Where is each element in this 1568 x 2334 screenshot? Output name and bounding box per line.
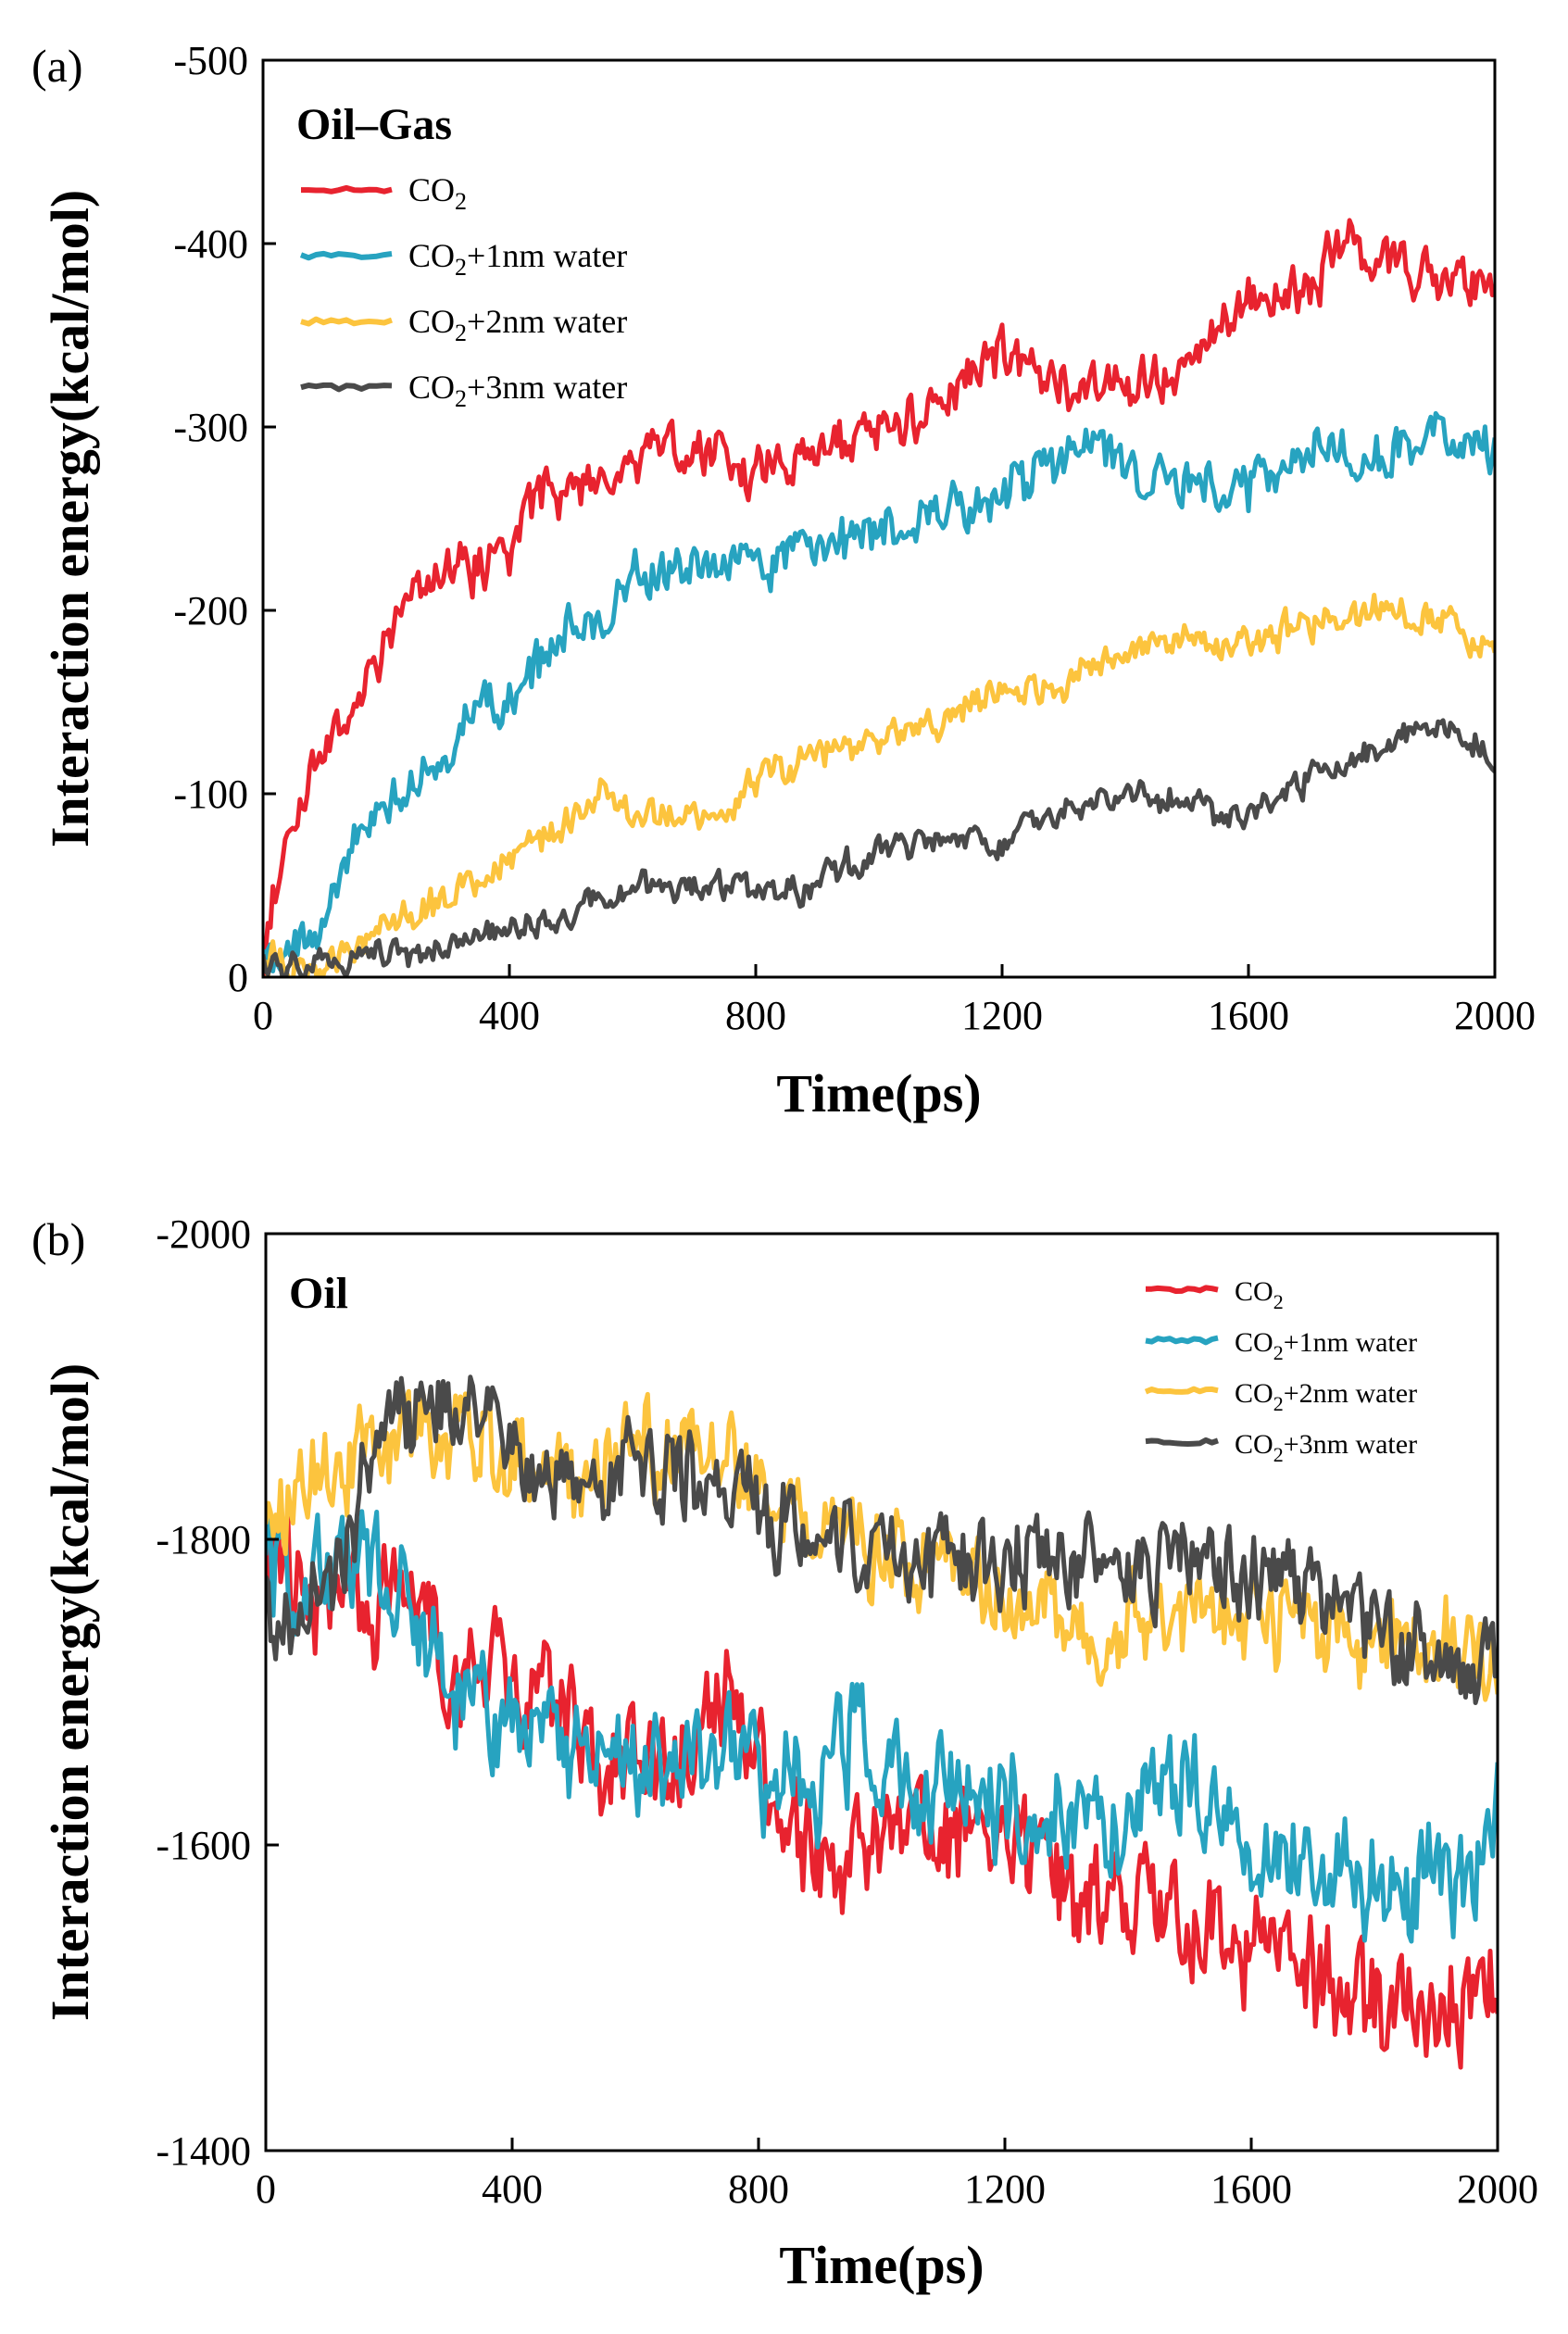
y-tick-label: 0 <box>228 955 248 1000</box>
y-tick-label: -300 <box>173 405 248 450</box>
y-tick-label: -2000 <box>156 1211 251 1257</box>
legend-label: CO2+3nm water <box>1235 1429 1417 1466</box>
legend-label: CO2+1nm water <box>1235 1327 1417 1364</box>
x-tick-label: 800 <box>725 993 786 1038</box>
plot-frame <box>261 58 1497 979</box>
chart-panel-b: 0 400 800 1200 1600 2000 -1400 -1600 -1800 -2000 T… <box>31 1211 1538 2295</box>
x-axis-title: Time(ps) <box>779 2235 984 2295</box>
series-line-co2-2nm <box>263 593 1495 977</box>
y-tick-label: -100 <box>173 772 248 817</box>
y-tick-label: -500 <box>173 38 248 83</box>
legend-line-co2-2nm <box>300 316 394 327</box>
legend-label: CO2 <box>1235 1276 1284 1313</box>
series-line-co2 <box>266 1513 1498 2070</box>
legend-label: CO2+2nm water <box>408 303 627 346</box>
x-tick-label: 1600 <box>1210 2166 1292 2212</box>
plot-title: Oil–Gas <box>296 100 452 149</box>
legend-line-co2-1nm <box>1145 1335 1219 1346</box>
x-tick-label: 0 <box>253 993 273 1038</box>
legend-label: CO2+2nm water <box>1235 1378 1417 1415</box>
y-axis-title: Interaction energy(kcal/mol) <box>40 1363 100 2021</box>
chart-panel-a: 0 400 800 1200 1600 2000 0 -100 -200 -300 -400 -500… <box>31 38 1536 1123</box>
y-tick-label: -1800 <box>156 1517 251 1562</box>
legend-label: CO2 <box>408 171 467 215</box>
panel-label: (b) <box>31 1213 85 1265</box>
y-tick-label: -200 <box>173 588 248 634</box>
plot-frame <box>264 1232 1499 2152</box>
x-tick-label: 400 <box>479 993 540 1038</box>
series-line-co2-1nm <box>266 1505 1498 1944</box>
x-tick-label: 1600 <box>1208 993 1289 1038</box>
x-tick-label: 400 <box>482 2166 543 2212</box>
legend-label: CO2+3nm water <box>408 369 627 412</box>
panel-label: (a) <box>31 40 83 92</box>
x-tick-label: 2000 <box>1457 2166 1538 2212</box>
legend-label: CO2+1nm water <box>408 237 627 281</box>
y-tick-label: -400 <box>173 221 248 267</box>
legend-line-co2-3nm <box>1145 1437 1219 1447</box>
x-tick-label: 0 <box>256 2166 276 2212</box>
series-line-co2-1nm <box>263 410 1495 973</box>
y-axis-title: Interaction energy(kcal/mol) <box>40 190 100 847</box>
legend: CO2 CO2+1nm water CO2+2nm water CO2+3nm wat… <box>1144 1276 1417 1466</box>
legend-line-co2-3nm <box>300 382 393 393</box>
series-line-co2-2nm <box>266 1388 1498 1702</box>
plot-title: Oil <box>289 1269 348 1318</box>
series-line-co2-3nm <box>266 1374 1498 1705</box>
x-tick-label: 1200 <box>961 993 1043 1038</box>
x-tick-label: 800 <box>728 2166 789 2212</box>
y-tick-label: -1400 <box>156 2128 251 2174</box>
legend-line-co2-2nm <box>1144 1386 1219 1395</box>
legend-line-co2 <box>1146 1285 1219 1294</box>
x-axis-title: Time(ps) <box>776 1063 981 1123</box>
series-line-co2 <box>263 218 1495 976</box>
x-tick-label: 2000 <box>1454 993 1536 1038</box>
y-tick-label: -1600 <box>156 1823 251 1868</box>
x-tick-label: 1200 <box>964 2166 1046 2212</box>
legend-line-co2-1nm <box>299 250 393 261</box>
series-line-co2-3nm <box>263 718 1495 977</box>
legend-line-co2 <box>301 184 393 194</box>
legend: CO2 CO2+1nm water CO2+2nm water CO2+3nm wat… <box>299 171 627 412</box>
